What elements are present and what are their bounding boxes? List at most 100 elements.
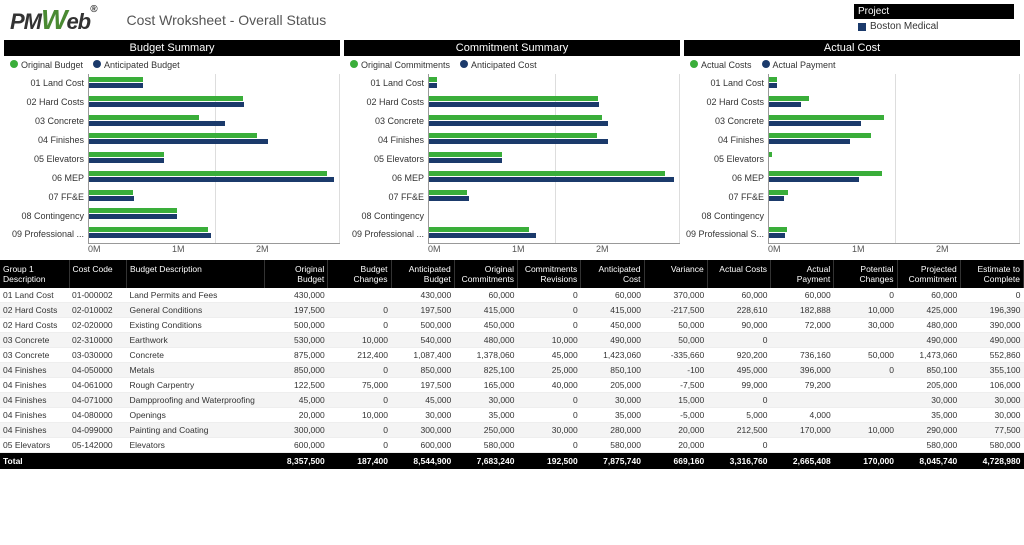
table-cell: 10,000 [834, 423, 897, 438]
x-tick: 0M [428, 244, 512, 254]
table-row[interactable]: 04 Finishes04-061000Rough Carpentry122,5… [0, 378, 1024, 393]
table-cell: 30,000 [454, 393, 517, 408]
table-header[interactable]: Actual Payment [771, 260, 834, 288]
project-selector[interactable]: Project Boston Medical [854, 4, 1014, 34]
y-label: 01 Land Cost [4, 78, 84, 88]
table-cell: 290,000 [897, 423, 960, 438]
table-cell: 196,390 [960, 303, 1023, 318]
table-row[interactable]: 04 Finishes04-050000Metals850,0000850,00… [0, 363, 1024, 378]
bar-row [769, 74, 1020, 93]
table-header[interactable]: Original Budget [265, 260, 328, 288]
bar-series1 [429, 115, 602, 120]
table-footer-cell: Total [0, 453, 69, 470]
y-label: 02 Hard Costs [344, 97, 424, 107]
table-cell: 30,000 [391, 408, 454, 423]
table-header[interactable]: Actual Costs [707, 260, 770, 288]
table-header[interactable]: Potential Changes [834, 260, 897, 288]
table-header[interactable]: Estimate to Complete [960, 260, 1023, 288]
y-label: 05 Elevators [4, 154, 84, 164]
bar-series2 [769, 121, 861, 126]
table-row[interactable]: 01 Land Cost01-000002Land Permits and Fe… [0, 288, 1024, 303]
chart: Commitment SummaryOriginal CommitmentsAn… [344, 40, 680, 254]
y-label: 09 Professional ... [344, 229, 424, 239]
table-cell: 20,000 [265, 408, 328, 423]
legend-dot [10, 60, 18, 68]
table-cell: 0 [328, 318, 391, 333]
table-cell: 480,000 [454, 333, 517, 348]
x-tick: 2M [256, 244, 340, 254]
table-header[interactable]: Commitments Revisions [518, 260, 581, 288]
table-cell: 10,000 [328, 333, 391, 348]
bar-row [429, 74, 680, 93]
bar-series2 [89, 196, 134, 201]
table-header[interactable]: Variance [644, 260, 707, 288]
table-cell: 875,000 [265, 348, 328, 363]
table-header[interactable]: Anticipated Cost [581, 260, 644, 288]
table-cell: 0 [518, 438, 581, 453]
table-row[interactable]: 04 Finishes04-099000Painting and Coating… [0, 423, 1024, 438]
table-cell: 04 Finishes [0, 408, 69, 423]
table-cell: 35,000 [454, 408, 517, 423]
bar-row [429, 224, 680, 243]
bar-series1 [89, 208, 177, 213]
table-header[interactable]: Original Commitments [454, 260, 517, 288]
table-cell: 425,000 [897, 303, 960, 318]
table-cell: 04-050000 [69, 363, 127, 378]
y-label: 02 Hard Costs [684, 97, 764, 107]
table-cell: 04 Finishes [0, 423, 69, 438]
table-cell: 30,000 [960, 408, 1023, 423]
table-cell: 850,100 [581, 363, 644, 378]
table-cell: 50,000 [644, 318, 707, 333]
table-cell: 05 Elevators [0, 438, 69, 453]
table-header[interactable]: Projected Commitment [897, 260, 960, 288]
bar-row [89, 187, 340, 206]
bar-series1 [769, 77, 777, 82]
table-row[interactable]: 04 Finishes04-080000Openings20,00010,000… [0, 408, 1024, 423]
table-cell: 15,000 [644, 393, 707, 408]
table-cell: 355,100 [960, 363, 1023, 378]
chart-title: Commitment Summary [344, 40, 680, 56]
bar-row [89, 224, 340, 243]
table-header[interactable]: Anticipated Budget [391, 260, 454, 288]
table-cell: 197,500 [391, 303, 454, 318]
table-cell: 04 Finishes [0, 393, 69, 408]
table-row[interactable]: 05 Elevators05-142000Elevators600,000060… [0, 438, 1024, 453]
table-cell: 60,000 [454, 288, 517, 303]
table-cell: 0 [518, 393, 581, 408]
table-header[interactable]: Cost Code [69, 260, 127, 288]
bar-series2 [89, 177, 334, 182]
chart-legend: Original CommitmentsAnticipated Cost [344, 56, 680, 74]
table-cell: 01-000002 [69, 288, 127, 303]
table-header[interactable]: Budget Description [127, 260, 265, 288]
logo-eb: eb [66, 9, 90, 34]
table-row[interactable]: 02 Hard Costs02-010002General Conditions… [0, 303, 1024, 318]
table-cell: 60,000 [581, 288, 644, 303]
table-cell: 0 [707, 393, 770, 408]
table-header[interactable]: Budget Changes [328, 260, 391, 288]
table-cell: 20,000 [644, 438, 707, 453]
table-row[interactable]: 03 Concrete02-310000Earthwork530,00010,0… [0, 333, 1024, 348]
table-cell: 45,000 [265, 393, 328, 408]
table-cell: 122,500 [265, 378, 328, 393]
table-row[interactable]: 04 Finishes04-071000Dampproofing and Wat… [0, 393, 1024, 408]
bar-series1 [429, 133, 597, 138]
table-cell: 197,500 [265, 303, 328, 318]
table-cell: 0 [518, 288, 581, 303]
table-cell: 20,000 [644, 423, 707, 438]
table-cell: 10,000 [328, 408, 391, 423]
table-cell: 0 [328, 393, 391, 408]
table-cell: 02-020000 [69, 318, 127, 333]
table-cell: 825,100 [454, 363, 517, 378]
table-cell: Land Permits and Fees [127, 288, 265, 303]
table-cell: 40,000 [518, 378, 581, 393]
table-cell: Painting and Coating [127, 423, 265, 438]
table-header[interactable]: Group 1 Description [0, 260, 69, 288]
table-row[interactable]: 03 Concrete03-030000Concrete875,000212,4… [0, 348, 1024, 363]
x-axis: 0M1M2M [88, 244, 340, 254]
bar-series1 [429, 190, 467, 195]
table-cell: 1,087,400 [391, 348, 454, 363]
bar-series1 [769, 190, 788, 195]
table-cell: 75,000 [328, 378, 391, 393]
table-header-row: Group 1 DescriptionCost CodeBudget Descr… [0, 260, 1024, 288]
table-row[interactable]: 02 Hard Costs02-020000Existing Condition… [0, 318, 1024, 333]
